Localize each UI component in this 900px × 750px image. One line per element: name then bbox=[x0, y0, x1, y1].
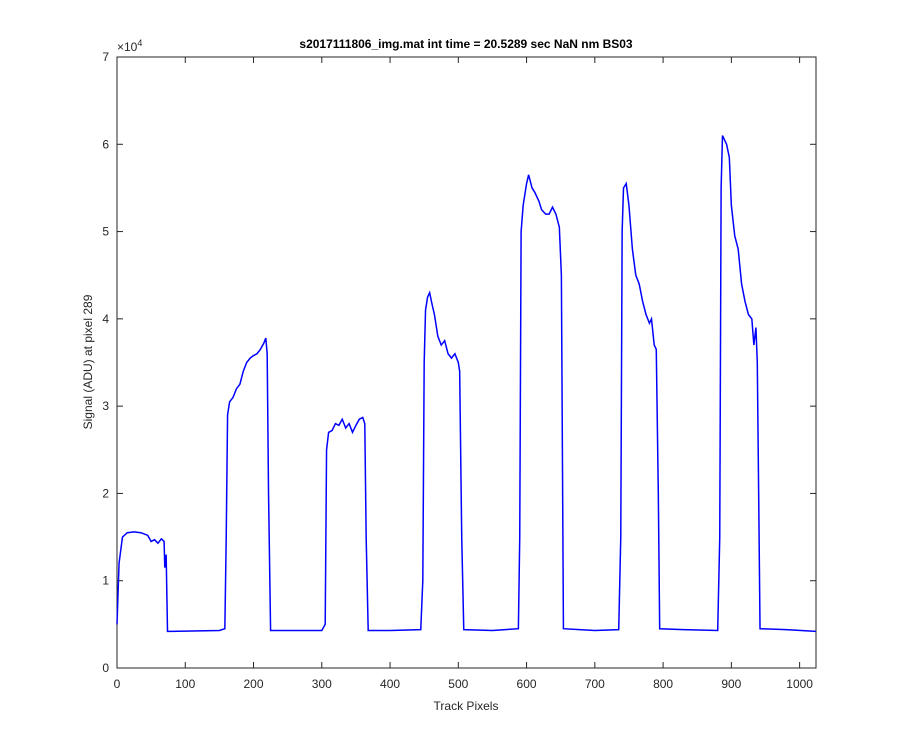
x-tick-label: 1000 bbox=[786, 677, 813, 691]
x-tick-label: 700 bbox=[585, 677, 605, 691]
y-tick-label: 2 bbox=[102, 486, 109, 500]
x-tick-label: 0 bbox=[114, 677, 121, 691]
y-tick-label: 6 bbox=[102, 137, 109, 151]
x-tick-label: 200 bbox=[244, 677, 264, 691]
y-tick-label: 4 bbox=[102, 312, 109, 326]
data-line bbox=[116, 135, 817, 633]
y-multiplier: ×104 bbox=[117, 38, 142, 54]
x-tick-label: 300 bbox=[312, 677, 332, 691]
y-tick-label: 0 bbox=[102, 661, 109, 675]
x-tick-label: 800 bbox=[653, 677, 673, 691]
y-axis-label: Signal (ADU) at pixel 289 bbox=[81, 294, 95, 429]
x-tick-label: 400 bbox=[380, 677, 400, 691]
x-axis-label: Track Pixels bbox=[434, 699, 499, 713]
chart-title: s2017111806_img.mat int time = 20.5289 s… bbox=[299, 37, 633, 51]
y-multiplier-base: ×10 bbox=[117, 40, 138, 54]
x-tick-label: 100 bbox=[175, 677, 195, 691]
y-tick-label: 3 bbox=[102, 399, 109, 413]
y-tick-label: 7 bbox=[102, 50, 109, 64]
y-tick-label: 5 bbox=[102, 225, 109, 239]
x-tick-label: 500 bbox=[448, 677, 468, 691]
y-multiplier-exponent: 4 bbox=[137, 38, 142, 48]
x-tick-label: 900 bbox=[721, 677, 741, 691]
y-tick-label: 1 bbox=[102, 574, 109, 588]
plot-frame bbox=[116, 56, 817, 669]
x-tick-label: 600 bbox=[517, 677, 537, 691]
